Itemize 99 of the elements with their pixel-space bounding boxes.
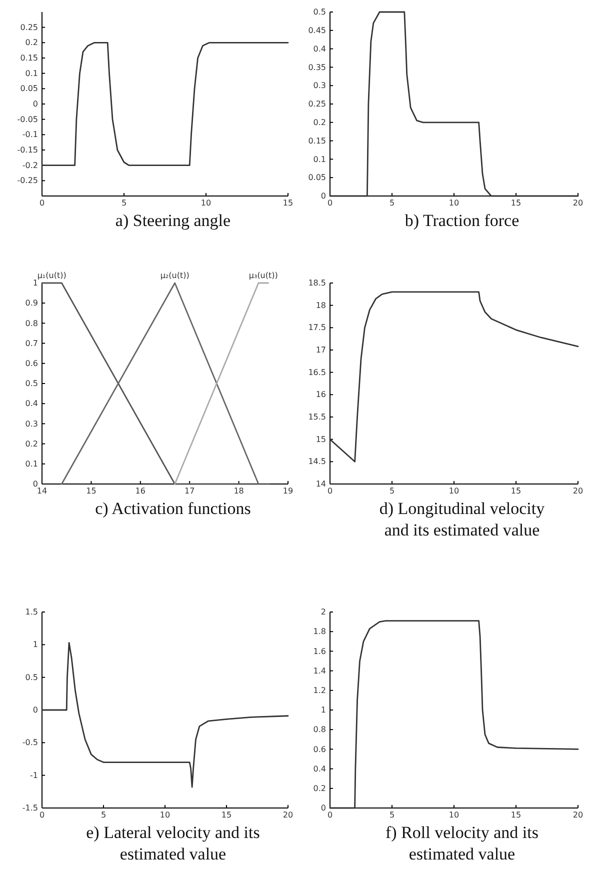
x-tick-label: 18 [234,486,244,496]
x-tick-label: 0 [39,198,45,208]
text: a) Steering angle [115,211,231,230]
text: e) Lateral velocity and its estimated value [86,823,260,864]
y-tick-label: 0 [32,706,38,715]
y-tick-label: 0.4 [313,764,326,774]
text: d) Longitudinal velocity and its estimated value [379,499,546,540]
y-tick-label: 2 [320,608,326,617]
x-tick-label: 0 [327,198,333,208]
series-label: μ₁(u(t)) [37,271,66,280]
x-tick-label: 10 [448,810,460,820]
y-tick-label: 14.5 [308,457,326,466]
x-tick-label: 15 [221,810,232,820]
y-tick-label: 1 [320,706,326,715]
y-tick-label: 16.5 [308,368,326,377]
x-tick-label: 20 [572,810,584,820]
y-tick-label: 0.9 [25,298,38,308]
y-tick-label: 14 [316,480,326,489]
y-tick-label: 0 [32,100,38,109]
x-tick-label: 20 [572,486,584,496]
x-tick-label: 5 [121,198,127,208]
x-tick-label: 10 [448,486,460,496]
y-tick-label: 0 [32,480,38,489]
y-tick-label: 0.15 [20,54,38,63]
x-tick-label: 0 [39,810,45,820]
y-tick-label: 0.4 [313,44,326,54]
y-tick-label: 18 [316,300,326,310]
y-tick-label: 0.8 [25,318,38,328]
y-tick-label: 1.5 [25,608,38,617]
text: b) Traction force [404,211,520,230]
x-tick-label: 16 [135,486,146,496]
text: c) Activation functions [95,499,251,518]
y-tick-label: 0.1 [25,459,38,468]
series-label: μ₂(u(t)) [160,271,190,280]
y-tick-label: 0.2 [25,439,38,448]
x-tick-label: 5 [389,198,395,208]
x-tick-label: 20 [572,198,584,208]
y-tick-label: 0 [320,192,326,201]
y-tick-label: 0 [320,804,326,813]
y-tick-label: 1.6 [313,646,326,656]
y-tick-label: 0.8 [313,725,326,734]
y-tick-label: 0.25 [308,100,326,109]
y-tick-label: 0.35 [308,62,326,72]
y-tick-label: 0.15 [308,136,326,146]
y-tick-label: 0.5 [313,8,326,17]
x-tick-label: 20 [282,810,294,820]
y-tick-label: -0.5 [22,738,38,748]
y-tick-label: -0.15 [17,146,38,155]
y-tick-label: 0.45 [308,26,326,35]
y-tick-label: 0.5 [25,379,38,388]
y-tick-label: 0.2 [25,38,38,48]
y-tick-label: 17 [316,346,326,355]
y-tick-label: 0.3 [25,419,38,428]
y-tick-label: 18.5 [308,278,326,288]
x-tick-label: 15 [510,198,522,208]
y-tick-label: 0.5 [25,672,38,682]
x-tick-label: 10 [448,198,460,208]
y-tick-label: 0.1 [25,68,38,78]
y-tick-label: 16 [316,390,326,400]
y-tick-label: 15.5 [308,412,326,422]
y-tick-label: 0.7 [25,338,38,348]
y-tick-label: 15 [316,434,326,444]
y-tick-label: 0.05 [20,84,38,94]
y-tick-label: 0.6 [313,744,326,754]
x-tick-label: 5 [100,810,106,820]
y-tick-label: -0.05 [17,114,38,124]
y-tick-label: 0.2 [313,118,326,127]
x-tick-label: 5 [389,810,395,820]
y-tick-label: 0.2 [313,784,326,793]
y-tick-label: 0.25 [20,22,38,32]
x-tick-label: 17 [184,486,195,496]
x-tick-label: 15 [282,198,294,208]
y-tick-label: 17.5 [308,323,326,332]
x-tick-label: 19 [282,486,294,496]
text: f) Roll velocity and its estimated value [386,823,538,864]
y-tick-label: 0.3 [313,81,326,90]
y-tick-label: 0.1 [313,154,326,164]
y-tick-label: 0.05 [308,173,326,182]
y-tick-label: 1 [32,278,38,288]
x-tick-label: 5 [389,486,395,496]
y-tick-label: 0.6 [25,358,38,368]
series-label: μ₃(u(t)) [248,271,278,280]
y-tick-label: 0.4 [25,399,38,408]
y-tick-label: 1 [32,640,38,650]
y-tick-label: -1 [30,770,38,780]
x-tick-label: 10 [200,198,212,208]
x-tick-label: 15 [86,486,96,496]
y-tick-label: 1.4 [313,666,326,676]
x-tick-label: 15 [510,486,522,496]
x-tick-label: 0 [327,810,333,820]
y-tick-label: -0.2 [22,160,38,170]
y-tick-label: -0.25 [17,176,38,186]
x-tick-label: 15 [510,810,522,820]
y-tick-label: -0.1 [22,130,38,140]
y-tick-label: 1.8 [313,627,326,636]
x-tick-label: 0 [327,486,333,496]
y-tick-label: -1.5 [22,804,38,813]
y-tick-label: 1.2 [313,686,326,695]
x-tick-label: 10 [160,810,170,820]
